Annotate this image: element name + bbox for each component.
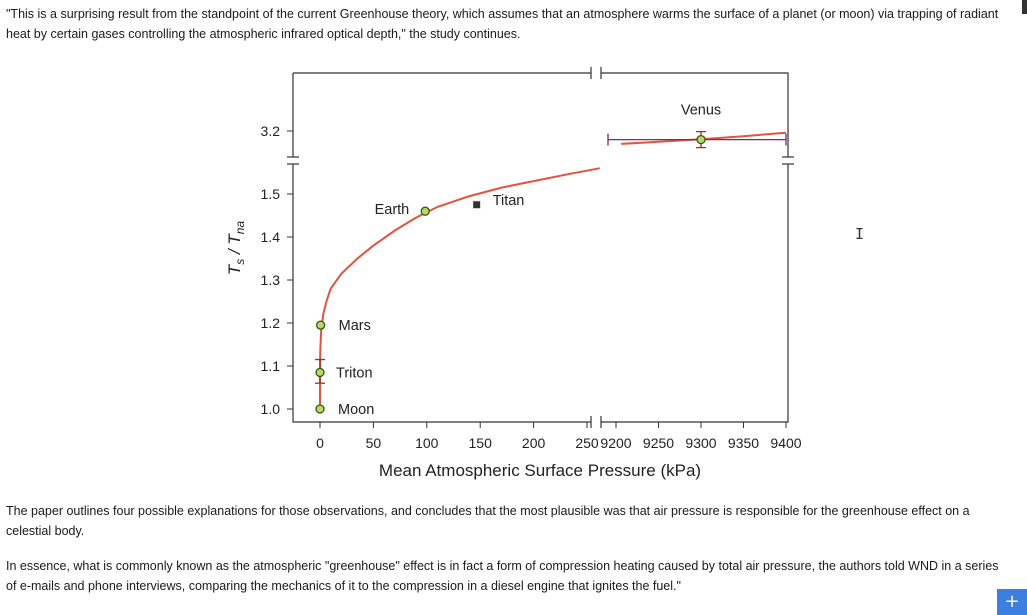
mars-label: Mars [339,318,371,334]
intro-quote-paragraph: "This is a surprising result from the st… [6,7,999,41]
text-cursor-icon: I [855,225,865,243]
scrollbar-thumb[interactable] [1022,0,1027,14]
y-tick-label: 1.3 [261,272,281,288]
earth-label: Earth [375,202,410,218]
x-tick-label: 200 [522,435,546,451]
venus-label: Venus [681,103,721,119]
axes-frame [292,72,789,423]
y-tick-label: 1.2 [261,315,281,331]
mars-marker [315,320,326,330]
y-axis-title: Ts / Tna [225,221,247,276]
y-tick-label: 1.4 [261,229,281,245]
y-tick-label: 1.5 [261,186,281,202]
add-button[interactable]: + [997,589,1027,615]
y-tick-label: 3.2 [261,123,281,139]
x-tick-label: 9200 [600,435,631,451]
earth-marker [420,206,430,216]
fit-curve-segment-low [319,167,600,409]
moon-label: Moon [338,402,374,418]
x-tick-label: 9400 [770,435,801,451]
triton-label: Triton [336,365,373,381]
venus-marker [696,134,706,145]
x-tick-label: 9250 [643,435,674,451]
x-tick-label: 150 [469,435,493,451]
triton-marker [315,367,325,378]
titan-marker [473,201,481,209]
y-tick-label: 1.1 [261,358,281,374]
x-tick-label: 9300 [685,435,716,451]
x-tick-label: 50 [366,435,382,451]
x-tick-label: 250 [575,435,599,451]
y-tick-label: 1.0 [261,401,281,417]
pressure-temperature-chart: 0 50 100 150 200 250 9200 9250 9300 9350 9400 1.0 1.… [225,67,802,480]
moon-marker [315,404,325,414]
compression-heating-paragraph: In essence, what is commonly known as th… [6,559,999,593]
x-axis-title: Mean Atmospheric Surface Pressure (kPa) [379,461,701,480]
x-tick-label: 9350 [728,435,759,451]
titan-label: Titan [493,193,525,209]
explanations-paragraph: The paper outlines four possible explana… [6,504,970,538]
x-tick-label: 100 [415,435,439,451]
x-tick-label: 0 [316,435,324,451]
